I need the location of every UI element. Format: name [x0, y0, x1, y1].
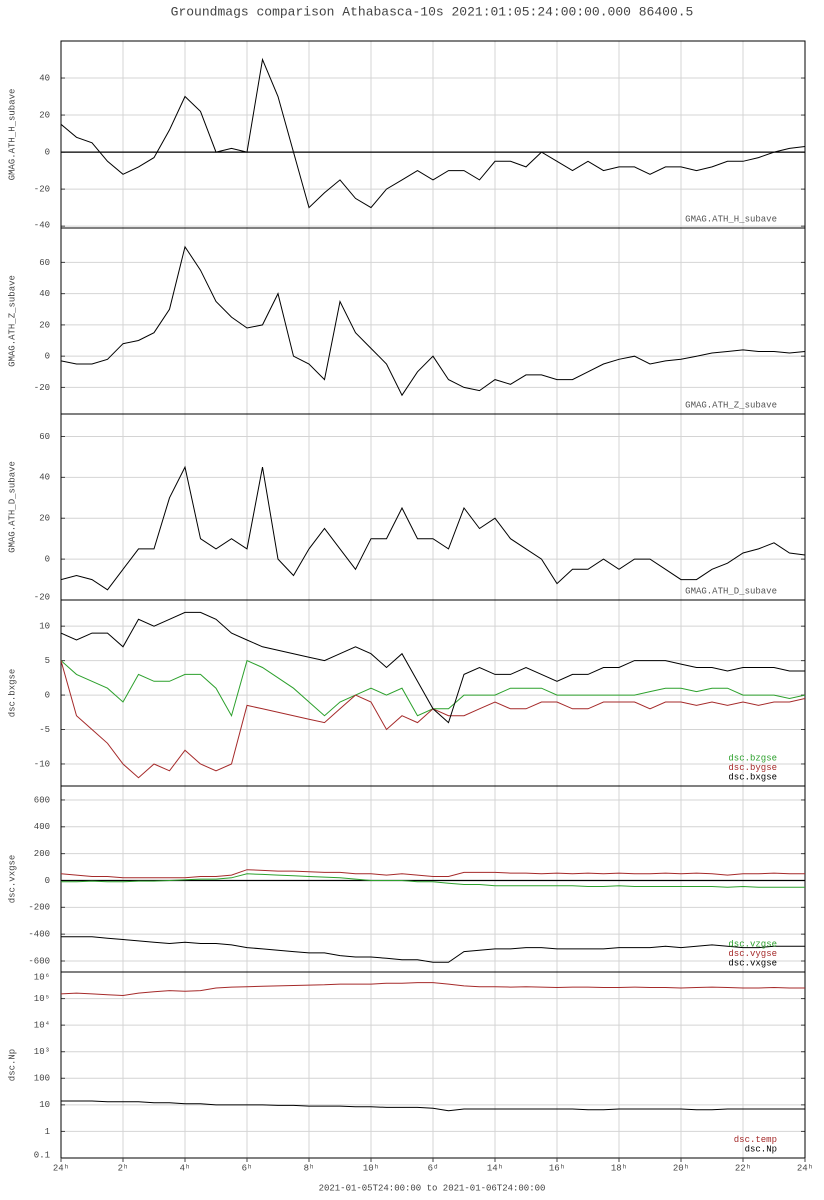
x-tick-label: 18ʰ — [611, 1163, 627, 1173]
x-tick-label: 2ʰ — [118, 1163, 129, 1173]
y-tick-label: 10 — [39, 1100, 50, 1110]
x-tick-label: 8ʰ — [304, 1163, 315, 1173]
legend-entry: GMAG.ATH_H_subave — [685, 214, 777, 224]
y-axis-label: GMAG.ATH_Z_subave — [7, 275, 17, 367]
y-tick-label: -400 — [28, 930, 50, 940]
y-tick-label: 0.1 — [34, 1150, 50, 1160]
legend-entry: dsc.temp — [734, 1135, 777, 1145]
plot — [61, 611, 805, 779]
y-tick-label: 20 — [39, 320, 50, 330]
legend-entry: GMAG.ATH_Z_subave — [685, 400, 777, 410]
x-tick-label: 6ʰ — [242, 1163, 253, 1173]
y-axis-label: GMAG.ATH_H_subave — [7, 89, 17, 181]
series-line — [61, 57, 805, 209]
y-tick-label: 400 — [34, 822, 50, 832]
x-tick-label: 20ʰ — [673, 1163, 689, 1173]
legend-entry: dsc.bygse — [728, 763, 777, 773]
legend-entry: dsc.bzgse — [728, 753, 777, 763]
y-tick-label: -20 — [34, 592, 50, 602]
legend-entry: dsc.bxgse — [728, 772, 777, 782]
y-tick-label: 10 — [39, 622, 50, 632]
plot — [61, 869, 805, 963]
y-tick-label: 40 — [39, 73, 50, 83]
series-line — [61, 873, 805, 888]
series-line — [61, 936, 805, 963]
x-tick-label: 14ʰ — [487, 1163, 503, 1173]
plot — [61, 245, 805, 397]
series-line — [61, 465, 805, 591]
y-tick-label: -20 — [34, 383, 50, 393]
y-tick-label: 20 — [39, 110, 50, 120]
x-axis-label: 2021-01-05T24:00:00 to 2021-01-06T24:00:… — [319, 1183, 546, 1193]
chart-title: Groundmags comparison Athabasca-10s 2021… — [171, 4, 694, 19]
y-tick-label: 60 — [39, 258, 50, 268]
y-axis-label: GMAG.ATH_D_subave — [7, 461, 17, 553]
y-tick-label: 0 — [45, 690, 50, 700]
y-tick-label: 20 — [39, 514, 50, 524]
plot — [61, 57, 805, 209]
y-tick-label: 10³ — [34, 1047, 50, 1057]
legend-entry: GMAG.ATH_D_subave — [685, 586, 777, 596]
y-tick-label: -200 — [28, 903, 50, 913]
y-tick-label: -40 — [34, 220, 50, 230]
y-tick-label: -20 — [34, 184, 50, 194]
legend-entry: dsc.vygse — [728, 949, 777, 959]
y-tick-label: 10⁵ — [34, 994, 50, 1004]
plot — [61, 982, 805, 1112]
x-tick-label: 22ʰ — [735, 1163, 751, 1173]
y-tick-label: 0 — [45, 876, 50, 886]
series-line — [61, 611, 805, 724]
x-tick-label: 4ʰ — [180, 1163, 191, 1173]
legend-entry: dsc.Np — [745, 1144, 777, 1154]
x-tick-label: 6ᵈ — [428, 1163, 439, 1173]
series-line — [61, 869, 805, 879]
y-tick-label: -5 — [39, 725, 50, 735]
y-tick-label: 600 — [34, 795, 50, 805]
y-tick-label: 0 — [45, 147, 50, 157]
y-tick-label: 40 — [39, 289, 50, 299]
series-line — [61, 982, 805, 997]
x-tick-label: 24ʰ — [797, 1163, 813, 1173]
y-tick-label: -10 — [34, 759, 50, 769]
y-tick-label: 0 — [45, 554, 50, 564]
y-tick-label: 1 — [45, 1127, 50, 1137]
y-axis-label: dsc.vxgse — [7, 855, 17, 904]
y-tick-label: -600 — [28, 956, 50, 966]
y-tick-label: 100 — [34, 1074, 50, 1084]
legend-entry: dsc.vxgse — [728, 958, 777, 968]
series-line — [61, 1100, 805, 1112]
y-axis-label: dsc.bxgse — [7, 669, 17, 718]
y-tick-label: 10⁶ — [34, 972, 50, 982]
x-tick-label: 16ʰ — [549, 1163, 565, 1173]
y-tick-label: 200 — [34, 849, 50, 859]
x-tick-label: 10ʰ — [363, 1163, 379, 1173]
legend-entry: dsc.vzgse — [728, 939, 777, 949]
plot — [61, 465, 805, 591]
y-tick-label: 10⁴ — [34, 1020, 50, 1031]
x-tick-label: 24ʰ — [53, 1163, 69, 1173]
series-line — [61, 245, 805, 397]
y-tick-label: 5 — [45, 656, 50, 666]
y-tick-label: 0 — [45, 352, 50, 362]
y-tick-label: 60 — [39, 432, 50, 442]
y-axis-label: dsc.Np — [7, 1049, 17, 1081]
y-tick-label: 40 — [39, 473, 50, 483]
